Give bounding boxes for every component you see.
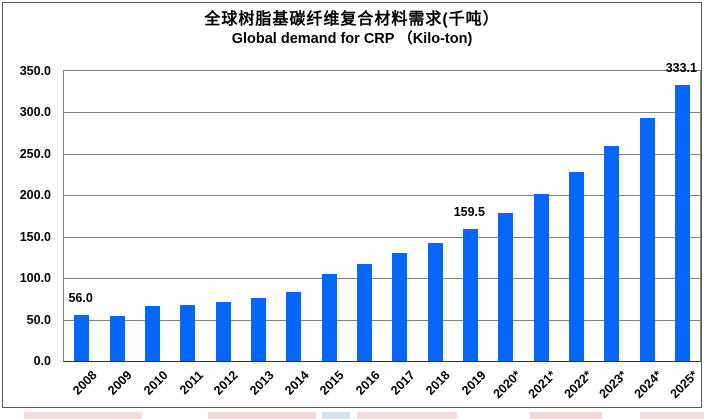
x-tick-label: 2012: [211, 368, 241, 398]
x-tick-label: 2010: [140, 368, 171, 398]
x-tick-label: 2022*: [561, 368, 595, 402]
gridline: [64, 153, 700, 155]
bar-2012: [215, 301, 231, 361]
plot-area: [63, 70, 701, 362]
bar-2015: [321, 274, 337, 361]
bar-2011: [180, 304, 196, 361]
gridline: [64, 195, 700, 197]
y-tick-label: 150.0: [19, 229, 51, 244]
bar-2009: [109, 316, 125, 361]
watermark-fragment: [640, 412, 704, 419]
gridline: [64, 112, 700, 114]
x-tick-label: 2023*: [596, 368, 630, 402]
watermark-fragment: [357, 412, 457, 419]
bar-2017: [392, 253, 408, 361]
bar-2018: [427, 243, 443, 361]
bar-2016: [356, 263, 372, 361]
bar-2024*: [639, 117, 655, 361]
y-tick-label: 200.0: [19, 188, 51, 203]
x-tick-label: 2009: [105, 368, 135, 398]
bar-2008: [74, 314, 90, 361]
x-tick-label: 2014: [281, 368, 312, 398]
x-tick-label: 2020*: [490, 368, 524, 402]
bar-2023*: [604, 146, 620, 361]
gridline: [64, 319, 700, 321]
bar-2020*: [498, 213, 514, 361]
watermark-fragment: [208, 412, 316, 419]
watermark-fragment: [322, 412, 350, 419]
bar-value-label-2019: 159.5: [453, 204, 485, 219]
watermark-fragment: [24, 412, 142, 419]
gridline: [64, 236, 700, 238]
x-tick-label: 2013: [246, 368, 277, 398]
bar-2014: [286, 292, 302, 361]
bar-2022*: [568, 171, 584, 361]
bar-value-label-2025*: 333.1: [665, 61, 697, 75]
bar-value-label-2008: 56.0: [68, 290, 93, 305]
bar-2019: [462, 228, 478, 361]
y-tick-label: 300.0: [19, 105, 51, 120]
bar-2025*: [674, 85, 690, 361]
y-tick-label: 100.0: [19, 271, 51, 286]
x-tick-label: 2017: [387, 368, 418, 398]
x-tick-label: 2008: [69, 368, 100, 398]
y-tick-label: 0.0: [33, 354, 51, 368]
y-tick-label: 350.0: [19, 64, 51, 78]
x-tick-label: 2021*: [525, 368, 559, 402]
x-tick-label: 2018: [423, 368, 453, 398]
x-tick-label: 2019: [458, 368, 489, 398]
x-tick-label: 2011: [176, 368, 206, 398]
x-tick-label: 2024*: [631, 368, 665, 402]
watermark-strip: [0, 411, 706, 419]
bar-2021*: [533, 193, 549, 361]
bar-2010: [144, 306, 160, 361]
x-tick-label: 2016: [352, 368, 383, 398]
x-tick-label: 2015: [317, 368, 347, 398]
chart-figure: 全球树脂基碳纤维复合材料需求(千吨） Global demand for CRP…: [2, 2, 702, 408]
gridline: [64, 278, 700, 280]
x-tick-label: 2025*: [667, 368, 701, 402]
y-tick-label: 50.0: [26, 312, 51, 327]
bar-2013: [250, 297, 266, 361]
chart-title-en: Global demand for CRP （Kilo-ton): [231, 31, 473, 47]
chart-title-zh: 全球树脂基碳纤维复合材料需求(千吨）: [204, 11, 500, 28]
y-tick-label: 250.0: [19, 146, 51, 161]
chart-title-block: 全球树脂基碳纤维复合材料需求(千吨） Global demand for CRP…: [3, 10, 701, 49]
watermark-fragment: [530, 412, 602, 419]
